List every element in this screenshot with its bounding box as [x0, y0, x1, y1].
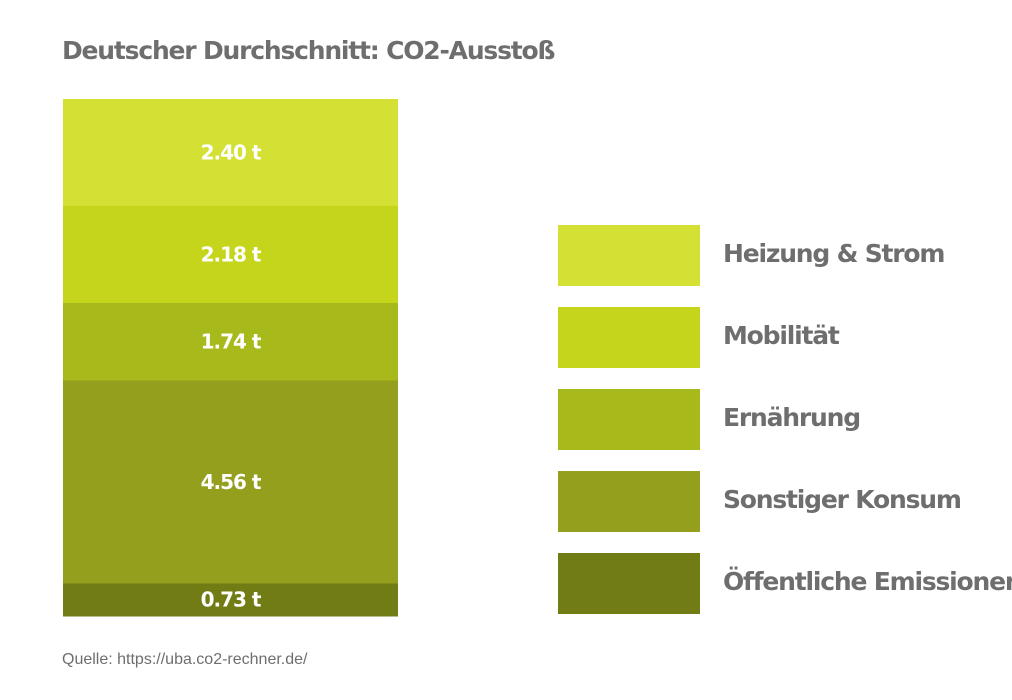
legend-item-1: Heizung & Strom — [558, 225, 988, 286]
bar-segment-1 — [63, 99, 398, 207]
bar-segment-2 — [63, 205, 398, 304]
legend-label-5: Öffentliche Emissionen — [723, 567, 1012, 596]
legend-swatch-4 — [558, 471, 700, 532]
legend-swatch-1 — [558, 225, 700, 286]
legend-label-3: Ernährung — [723, 403, 861, 432]
bar-segment-5 — [63, 583, 398, 617]
legend-swatch-2 — [558, 307, 700, 368]
bar-segment-label-1: 2.40 t — [201, 140, 262, 164]
bar-segment-label-4: 4.56 t — [201, 470, 262, 494]
legend-swatch-5 — [558, 553, 700, 614]
legend-item-4: Sonstiger Konsum — [558, 471, 988, 532]
bar-segment-label-2: 2.18 t — [201, 242, 262, 266]
legend-swatch-3 — [558, 389, 700, 450]
legend-item-5: Öffentliche Emissionen — [558, 553, 1012, 614]
bar-segment-label-5: 0.73 t — [201, 588, 262, 612]
legend-label-2: Mobilität — [723, 321, 840, 350]
legend-label-4: Sonstiger Konsum — [723, 485, 962, 514]
chart-title: Deutscher Durchschnitt: CO2-Ausstoß — [62, 36, 555, 65]
bar-segment-4 — [63, 380, 398, 584]
source-note: Quelle: https://uba.co2-rechner.de/ — [62, 651, 308, 668]
legend-item-3: Ernährung — [558, 389, 988, 450]
bar-segment-3 — [63, 302, 398, 381]
legend-label-1: Heizung & Strom — [723, 239, 945, 268]
legend-item-2: Mobilität — [558, 307, 988, 368]
bar-segment-label-3: 1.74 t — [201, 330, 262, 354]
